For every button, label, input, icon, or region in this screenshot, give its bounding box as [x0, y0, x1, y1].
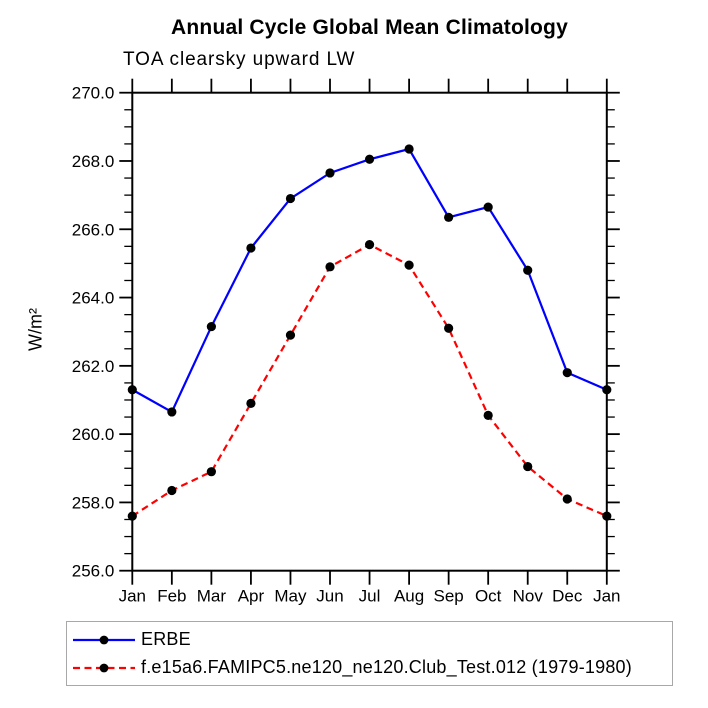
x-tick-label: Feb [157, 587, 186, 606]
legend-marker-sample [99, 663, 109, 672]
y-tick-label: 266.0 [72, 220, 115, 239]
y-tick-label: 270.0 [72, 84, 115, 103]
x-tick-label: Jan [119, 587, 146, 606]
y-tick-label: 260.0 [72, 425, 115, 444]
erbe-marker [206, 321, 216, 332]
model-marker [325, 262, 335, 272]
legend-box: ERBE f.e15a6.FAMIPC5.ne120_ne120.Club_Te… [66, 621, 673, 686]
x-tick-label: Mar [197, 587, 227, 606]
model-line-sample [73, 663, 135, 672]
legend-entry-model: f.e15a6.FAMIPC5.ne120_ne120.Club_Test.01… [71, 654, 672, 682]
x-tick-label: Oct [475, 587, 502, 606]
legend-entry-erbe: ERBE [71, 626, 672, 654]
x-tick-label: May [274, 587, 307, 606]
erbe-marker [523, 265, 533, 275]
model-marker [602, 511, 612, 521]
model-marker [562, 494, 572, 504]
legend-label-model: f.e15a6.FAMIPC5.ne120_ne120.Club_Test.01… [141, 657, 632, 677]
plot-area: Jan Feb Mar Apr May Jun Jul Aug Sep Oct Nov Dec Jan2… [72, 78, 621, 606]
y-tick-label: 258.0 [72, 493, 115, 512]
model-marker [285, 330, 296, 340]
x-tick-label: Dec [552, 587, 583, 606]
erbe-marker [562, 368, 572, 378]
model-marker [364, 240, 375, 250]
model-marker [444, 323, 454, 333]
x-tick-label: Nov [513, 587, 544, 606]
erbe-marker [325, 168, 335, 178]
erbe-marker [364, 154, 375, 164]
model-marker [523, 461, 533, 472]
x-tick-label: Apr [238, 587, 265, 606]
erbe-marker [285, 193, 296, 204]
x-tick-label: Jul [359, 587, 381, 606]
x-tick-label: Aug [394, 587, 424, 606]
model-marker [483, 410, 493, 420]
y-tick-label: 264.0 [72, 289, 115, 308]
y-tick-label: 256.0 [72, 562, 115, 581]
erbe-marker [602, 385, 612, 395]
erbe-line [131, 147, 608, 414]
y-tick-label: 262.0 [72, 357, 115, 376]
erbe-marker [444, 212, 454, 222]
erbe-marker [127, 385, 137, 395]
erbe-line-sample [73, 635, 135, 644]
model-marker [404, 260, 414, 270]
chart-title: Annual Cycle Global Mean Climatology [171, 16, 568, 39]
chart-subtitle: TOA clearsky upward LW [123, 49, 356, 70]
model-marker [167, 485, 177, 496]
erbe-marker [483, 202, 493, 212]
x-tick-label: Sep [434, 587, 464, 606]
model-marker [206, 467, 216, 477]
erbe-marker [246, 243, 256, 253]
model-marker [246, 398, 256, 408]
model-marker [127, 511, 137, 521]
erbe-marker [404, 144, 414, 154]
model-line [131, 243, 608, 518]
erbe-marker [167, 407, 177, 417]
plot-border [131, 91, 608, 572]
x-tick-label: Jan [593, 587, 620, 606]
legend-marker-sample [99, 635, 109, 644]
legend-label-erbe: ERBE [141, 629, 191, 649]
y-tick-label: 268.0 [72, 152, 115, 171]
x-tick-label: Jun [316, 587, 343, 606]
